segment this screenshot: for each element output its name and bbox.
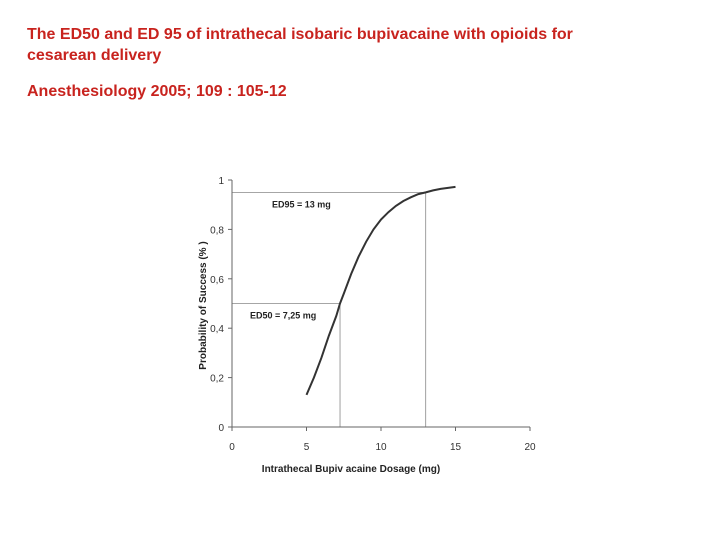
y-tick-label: 0,2 bbox=[210, 374, 224, 385]
y-tick-label: 1 bbox=[218, 176, 224, 187]
ed-annotation-label: ED95 = 13 mg bbox=[272, 199, 331, 209]
y-tick-label: 0,6 bbox=[210, 275, 224, 286]
y-tick-label: 0 bbox=[218, 423, 224, 434]
x-tick-label: 15 bbox=[450, 442, 462, 453]
dose-response-curve bbox=[305, 185, 456, 396]
x-tick-label: 20 bbox=[524, 442, 536, 453]
x-tick-label: 10 bbox=[375, 442, 387, 453]
y-tick-label: 0,8 bbox=[210, 225, 224, 236]
slide-title: The ED50 and ED 95 of intrathecal isobar… bbox=[27, 26, 573, 64]
citation: Anesthesiology 2005; 109 : 105-12 bbox=[27, 83, 287, 100]
x-axis-label: Intrathecal Bupiv acaine Dosage (mg) bbox=[262, 464, 440, 475]
x-tick-label: 0 bbox=[229, 442, 235, 453]
y-tick-label: 0,4 bbox=[210, 324, 224, 335]
x-tick-label: 5 bbox=[304, 442, 310, 453]
y-axis-label: Probability of Success (% ) bbox=[198, 241, 209, 369]
ed-annotation-label: ED50 = 7,25 mg bbox=[250, 311, 316, 321]
